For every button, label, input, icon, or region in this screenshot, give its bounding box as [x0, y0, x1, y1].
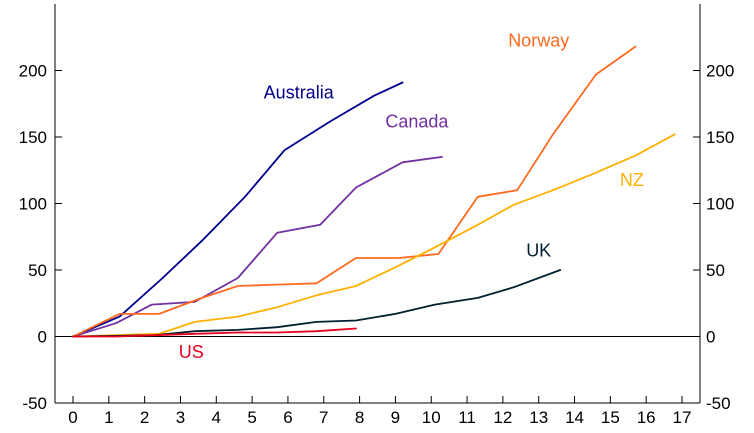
series-labels: Australia Canada Norway NZ UK US	[179, 31, 644, 362]
series-line-us	[72, 327, 357, 338]
y-tick-left-label: -50	[22, 394, 47, 413]
y-tick-right-label: 100	[706, 195, 734, 214]
x-tick-label: 0	[68, 408, 77, 427]
series-line-uk	[72, 269, 562, 338]
series-lines	[72, 45, 676, 338]
series-label-uk: UK	[526, 241, 551, 261]
x-tick-label: 5	[247, 408, 256, 427]
x-tick-label: 14	[565, 408, 584, 427]
x-tick-label: 13	[529, 408, 548, 427]
y-tick-right-label: -50	[706, 394, 731, 413]
x-tick-label: 12	[493, 408, 512, 427]
series-line-nz	[72, 133, 676, 338]
y-tick-left-label: 150	[19, 128, 47, 147]
series-label-norway: Norway	[508, 31, 569, 51]
x-tick-label: 4	[212, 408, 221, 427]
y-tick-left-label: 100	[19, 195, 47, 214]
y-tick-left-label: 0	[38, 328, 47, 347]
y-tick-right-label: 50	[706, 261, 725, 280]
y-axis-right: -50 0 50 100 150 200	[693, 62, 734, 413]
series-label-us: US	[179, 342, 204, 362]
x-axis: 0 1 2 3 4 5 6 7 8 9 10 11 12 13 14 15 16 17	[68, 396, 691, 427]
series-label-canada: Canada	[385, 112, 449, 132]
y-tick-right-label: 200	[706, 62, 734, 81]
x-tick-label: 9	[391, 408, 400, 427]
x-tick-label: 17	[673, 408, 692, 427]
series-label-australia: Australia	[264, 82, 335, 102]
x-tick-label: 6	[283, 408, 292, 427]
x-tick-label: 3	[176, 408, 185, 427]
y-tick-left-label: 200	[19, 62, 47, 81]
axes	[54, 4, 701, 404]
x-tick-label: 16	[637, 408, 656, 427]
series-label-nz: NZ	[620, 170, 644, 190]
y-tick-left-label: 50	[28, 261, 47, 280]
x-tick-label: 15	[601, 408, 620, 427]
x-tick-label: 2	[140, 408, 149, 427]
x-tick-label: 8	[355, 408, 364, 427]
y-axis-left: -50 0 50 100 150 200	[19, 62, 62, 413]
x-tick-label: 7	[319, 408, 328, 427]
series-line-norway	[72, 45, 637, 338]
series-line-australia	[72, 81, 404, 338]
x-tick-label: 11	[458, 408, 476, 427]
y-tick-right-label: 0	[706, 328, 715, 347]
x-tick-label: 10	[422, 408, 441, 427]
x-tick-label: 1	[104, 408, 113, 427]
y-tick-right-label: 150	[706, 128, 734, 147]
